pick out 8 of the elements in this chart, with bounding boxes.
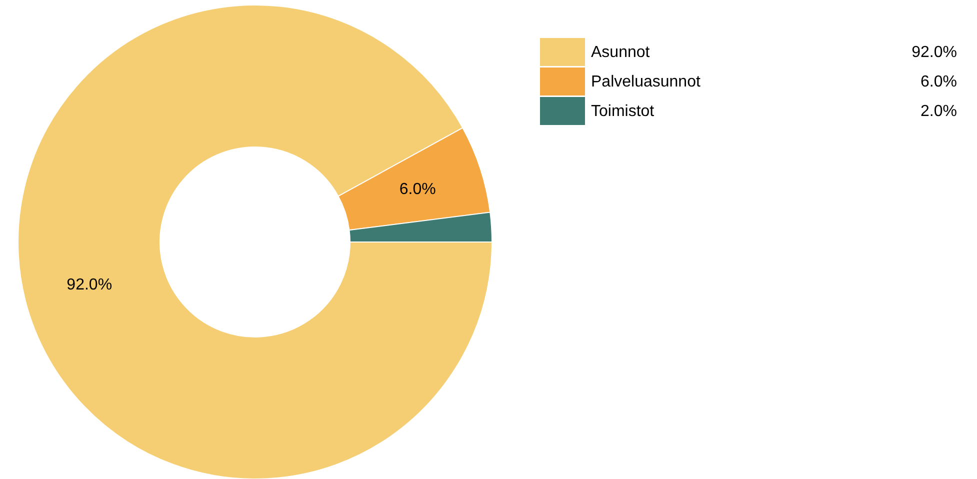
text: 2.0% bbox=[920, 103, 957, 120]
text: 6.0% bbox=[920, 74, 957, 90]
text: 92.0% bbox=[912, 44, 957, 61]
legend-label: Toimistot bbox=[591, 103, 655, 120]
legend-label: Asunnot bbox=[591, 44, 650, 61]
legend-label: Palveluasunnot bbox=[591, 74, 701, 90]
data-label: 6.0% bbox=[399, 181, 436, 198]
data-label: 92.0% bbox=[66, 276, 112, 294]
